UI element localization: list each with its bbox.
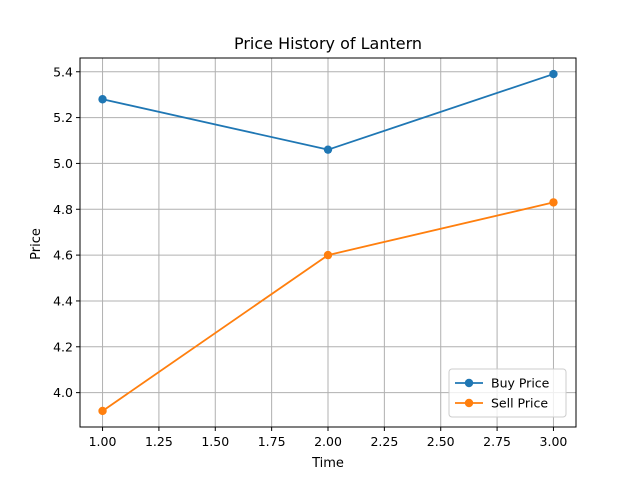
x-tick-label: 2.25 [370,434,398,449]
x-axis-ticks: 1.00 1.25 1.50 1.75 2.00 2.25 2.50 2.75 3.00 [89,427,568,449]
chart-title: Price History of Lantern [234,34,422,53]
legend-box [448,368,567,418]
x-axis-label: Time [311,456,344,471]
x-tick-label: 1.25 [145,434,173,449]
x-tick-label: 2.00 [314,434,342,449]
y-tick-label: 4.2 [53,339,73,354]
x-tick-label: 2.50 [427,434,455,449]
legend-item: Sell Price [455,396,548,411]
data-point [549,198,558,207]
series-1 [98,69,558,154]
data-point [323,250,333,260]
y-tick-label: 4.4 [53,293,73,308]
x-tick-label: 1.50 [201,434,229,449]
x-tick-label: 2.75 [483,434,511,449]
y-tick-label: 4.0 [53,385,73,400]
legend-label: Sell Price [491,396,548,411]
data-point [323,145,333,154]
legend-item: Buy Price [455,376,550,391]
legend: Buy Price Sell Price [448,368,567,418]
y-tick-label: 5.0 [53,156,73,171]
y-axis-label: Price [29,228,44,260]
legend-marker [464,378,474,388]
y-tick-label: 4.8 [53,202,73,217]
data-point [98,406,107,416]
x-tick-label: 3.00 [540,434,568,449]
y-axis-ticks: 4.0 4.2 4.4 4.6 4.8 5.0 5.2 5.4 [53,64,80,400]
legend-marker [464,398,474,408]
legend-label: Buy Price [491,376,550,391]
y-tick-label: 5.2 [53,110,73,125]
x-tick-label: 1.75 [258,434,286,449]
data-point [98,95,107,104]
series-2 [98,198,558,416]
x-tick-label: 1.00 [89,434,117,449]
series-layer [98,69,558,416]
data-point [549,69,558,79]
y-tick-label: 4.6 [53,248,73,263]
y-tick-label: 5.4 [53,64,73,79]
